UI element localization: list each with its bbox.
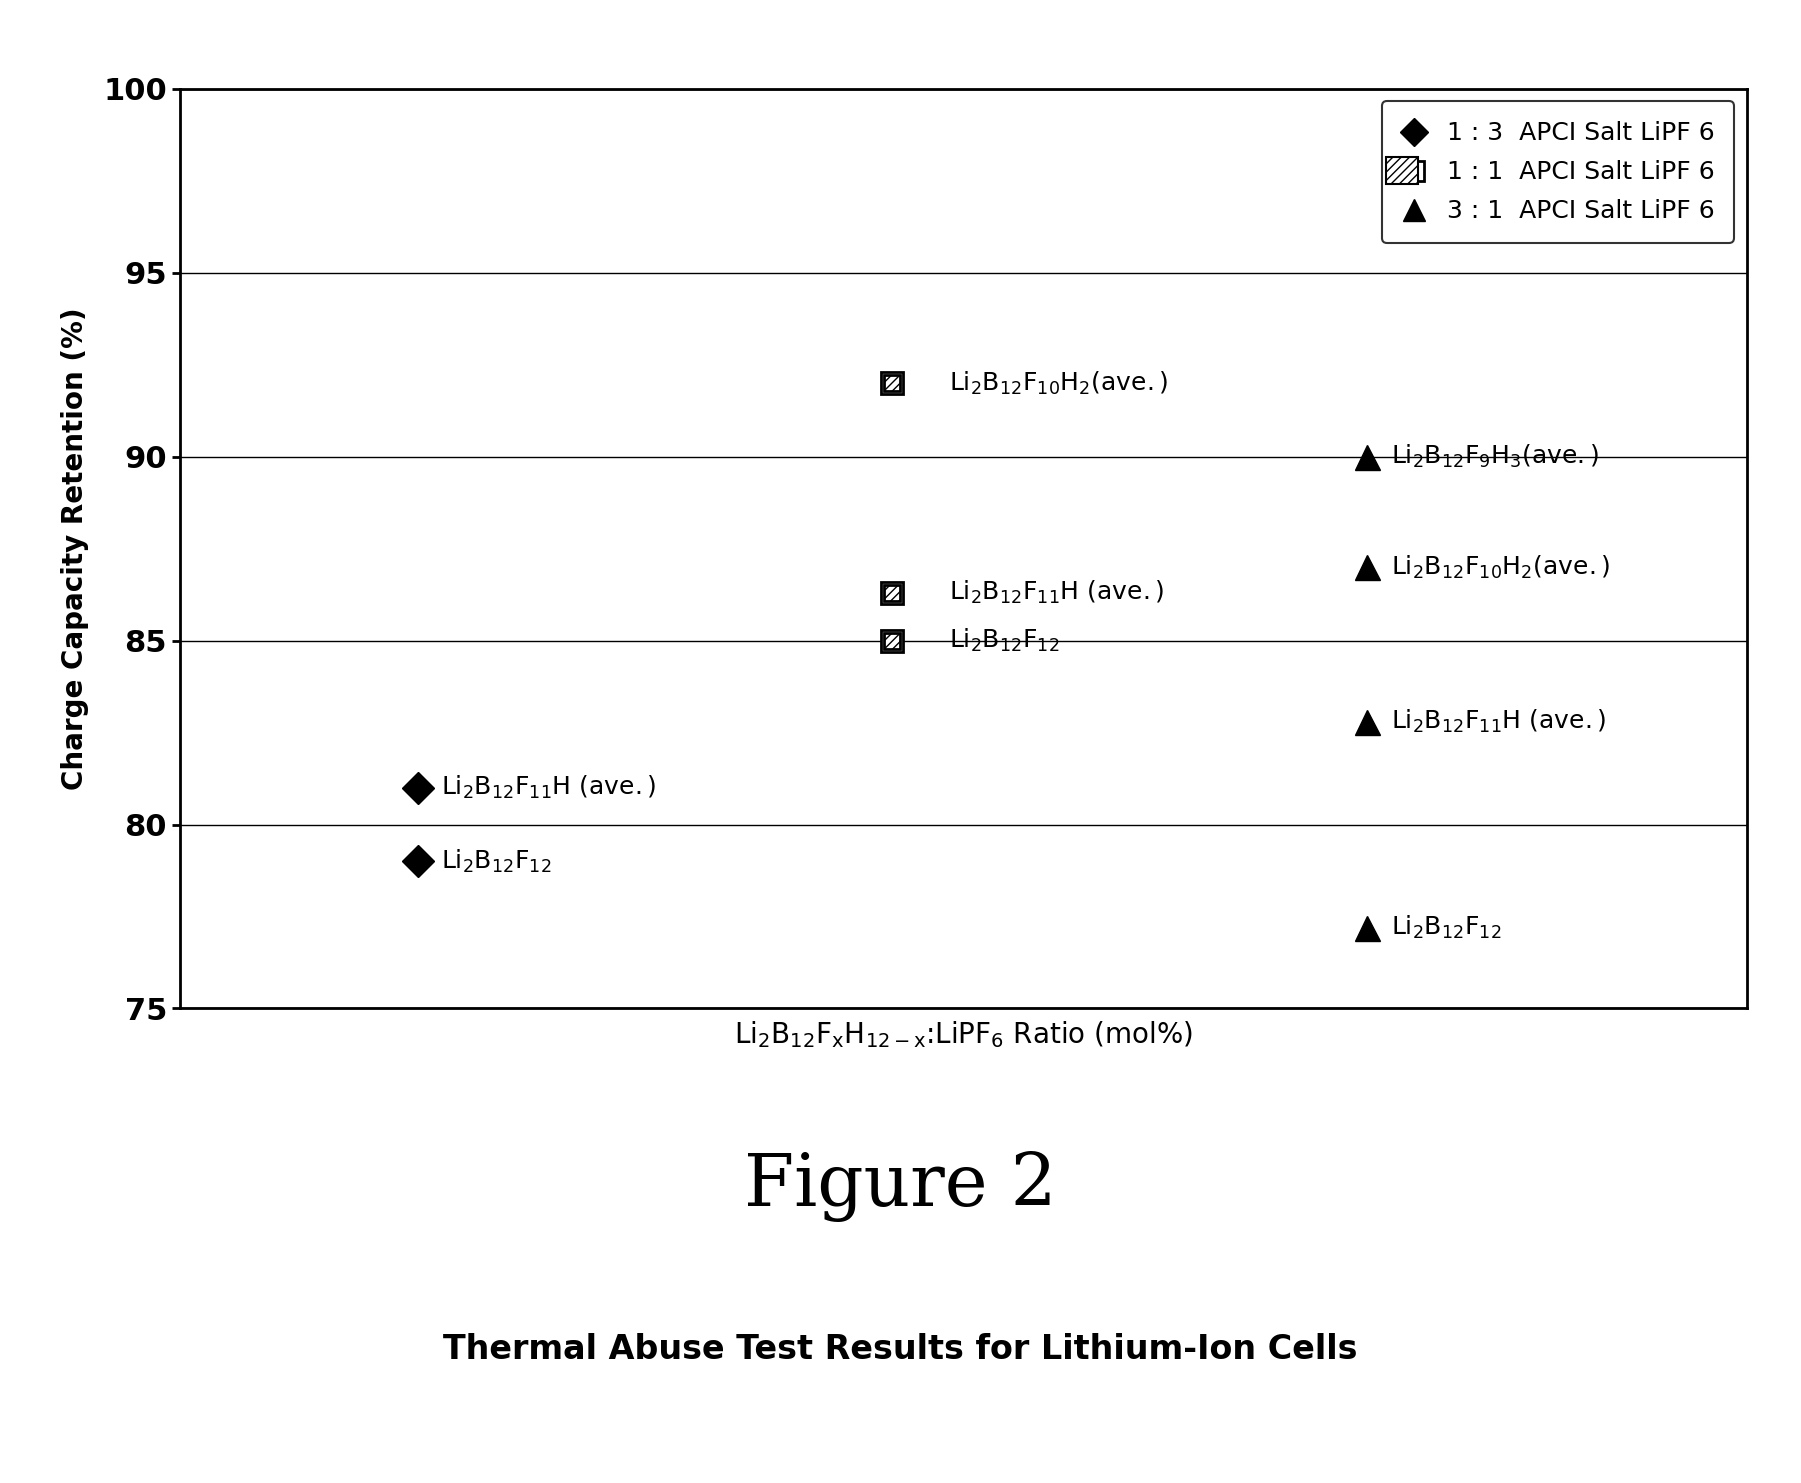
Text: $\mathrm{Li}_{2}\mathrm{B}_{12}\mathrm{F}_{10}\mathrm{H}_{2}\mathrm{\left(ave.\r: $\mathrm{Li}_{2}\mathrm{B}_{12}\mathrm{F… <box>1390 553 1610 581</box>
Text: $\mathrm{Li}_{2}\mathrm{B}_{12}\mathrm{F}_{12}$: $\mathrm{Li}_{2}\mathrm{B}_{12}\mathrm{F… <box>949 627 1059 654</box>
Bar <box>884 584 900 601</box>
Text: $\mathrm{Li}_{2}\mathrm{B}_{12}\mathrm{F}_{11}\mathrm{H\ \left(ave.\right)}$: $\mathrm{Li}_{2}\mathrm{B}_{12}\mathrm{F… <box>1390 707 1606 736</box>
Bar <box>884 633 900 648</box>
Text: Thermal Abuse Test Results for Lithium-Ion Cells: Thermal Abuse Test Results for Lithium-I… <box>443 1333 1358 1366</box>
Text: $\mathrm{Li}_{2}\mathrm{B}_{12}\mathrm{F}_{9}\mathrm{H}_{3}\mathrm{\left(ave.\ri: $\mathrm{Li}_{2}\mathrm{B}_{12}\mathrm{F… <box>1390 443 1599 470</box>
Bar <box>884 375 900 392</box>
Text: Figure 2: Figure 2 <box>744 1151 1057 1222</box>
X-axis label: $\mathrm{Li_2B_{12}F_xH_{12-x}}$:LiPF$_6$ Ratio (mol%): $\mathrm{Li_2B_{12}F_xH_{12-x}}$:LiPF$_6… <box>735 1019 1192 1050</box>
Text: $\mathrm{Li}_{2}\mathrm{B}_{12}\mathrm{F}_{11}\mathrm{H\ \left(ave.\right)}$: $\mathrm{Li}_{2}\mathrm{B}_{12}\mathrm{F… <box>949 580 1165 607</box>
Text: $\mathrm{Li}_{2}\mathrm{B}_{12}\mathrm{F}_{12}$: $\mathrm{Li}_{2}\mathrm{B}_{12}\mathrm{F… <box>441 848 551 875</box>
Legend: 1 : 3  APCI Salt LiPF 6, 1 : 1  APCI Salt LiPF 6, 3 : 1  APCI Salt LiPF 6: 1 : 3 APCI Salt LiPF 6, 1 : 1 APCI Salt … <box>1381 101 1734 243</box>
Text: $\mathrm{Li}_{2}\mathrm{B}_{12}\mathrm{F}_{10}\mathrm{H}_{2}\mathrm{\left(ave.\r: $\mathrm{Li}_{2}\mathrm{B}_{12}\mathrm{F… <box>949 369 1169 397</box>
Text: $\mathrm{Li}_{2}\mathrm{B}_{12}\mathrm{F}_{11}\mathrm{H\ \left(ave.\right)}$: $\mathrm{Li}_{2}\mathrm{B}_{12}\mathrm{F… <box>441 774 657 801</box>
Text: $\mathrm{Li}_{2}\mathrm{B}_{12}\mathrm{F}_{12}$: $\mathrm{Li}_{2}\mathrm{B}_{12}\mathrm{F… <box>1390 914 1502 942</box>
Y-axis label: Charge Capacity Retention (%): Charge Capacity Retention (%) <box>61 307 90 790</box>
